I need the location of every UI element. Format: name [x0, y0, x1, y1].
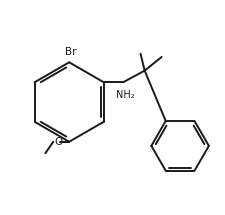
- Text: NH₂: NH₂: [116, 90, 134, 100]
- Text: O: O: [54, 137, 62, 147]
- Text: Br: Br: [65, 47, 76, 57]
